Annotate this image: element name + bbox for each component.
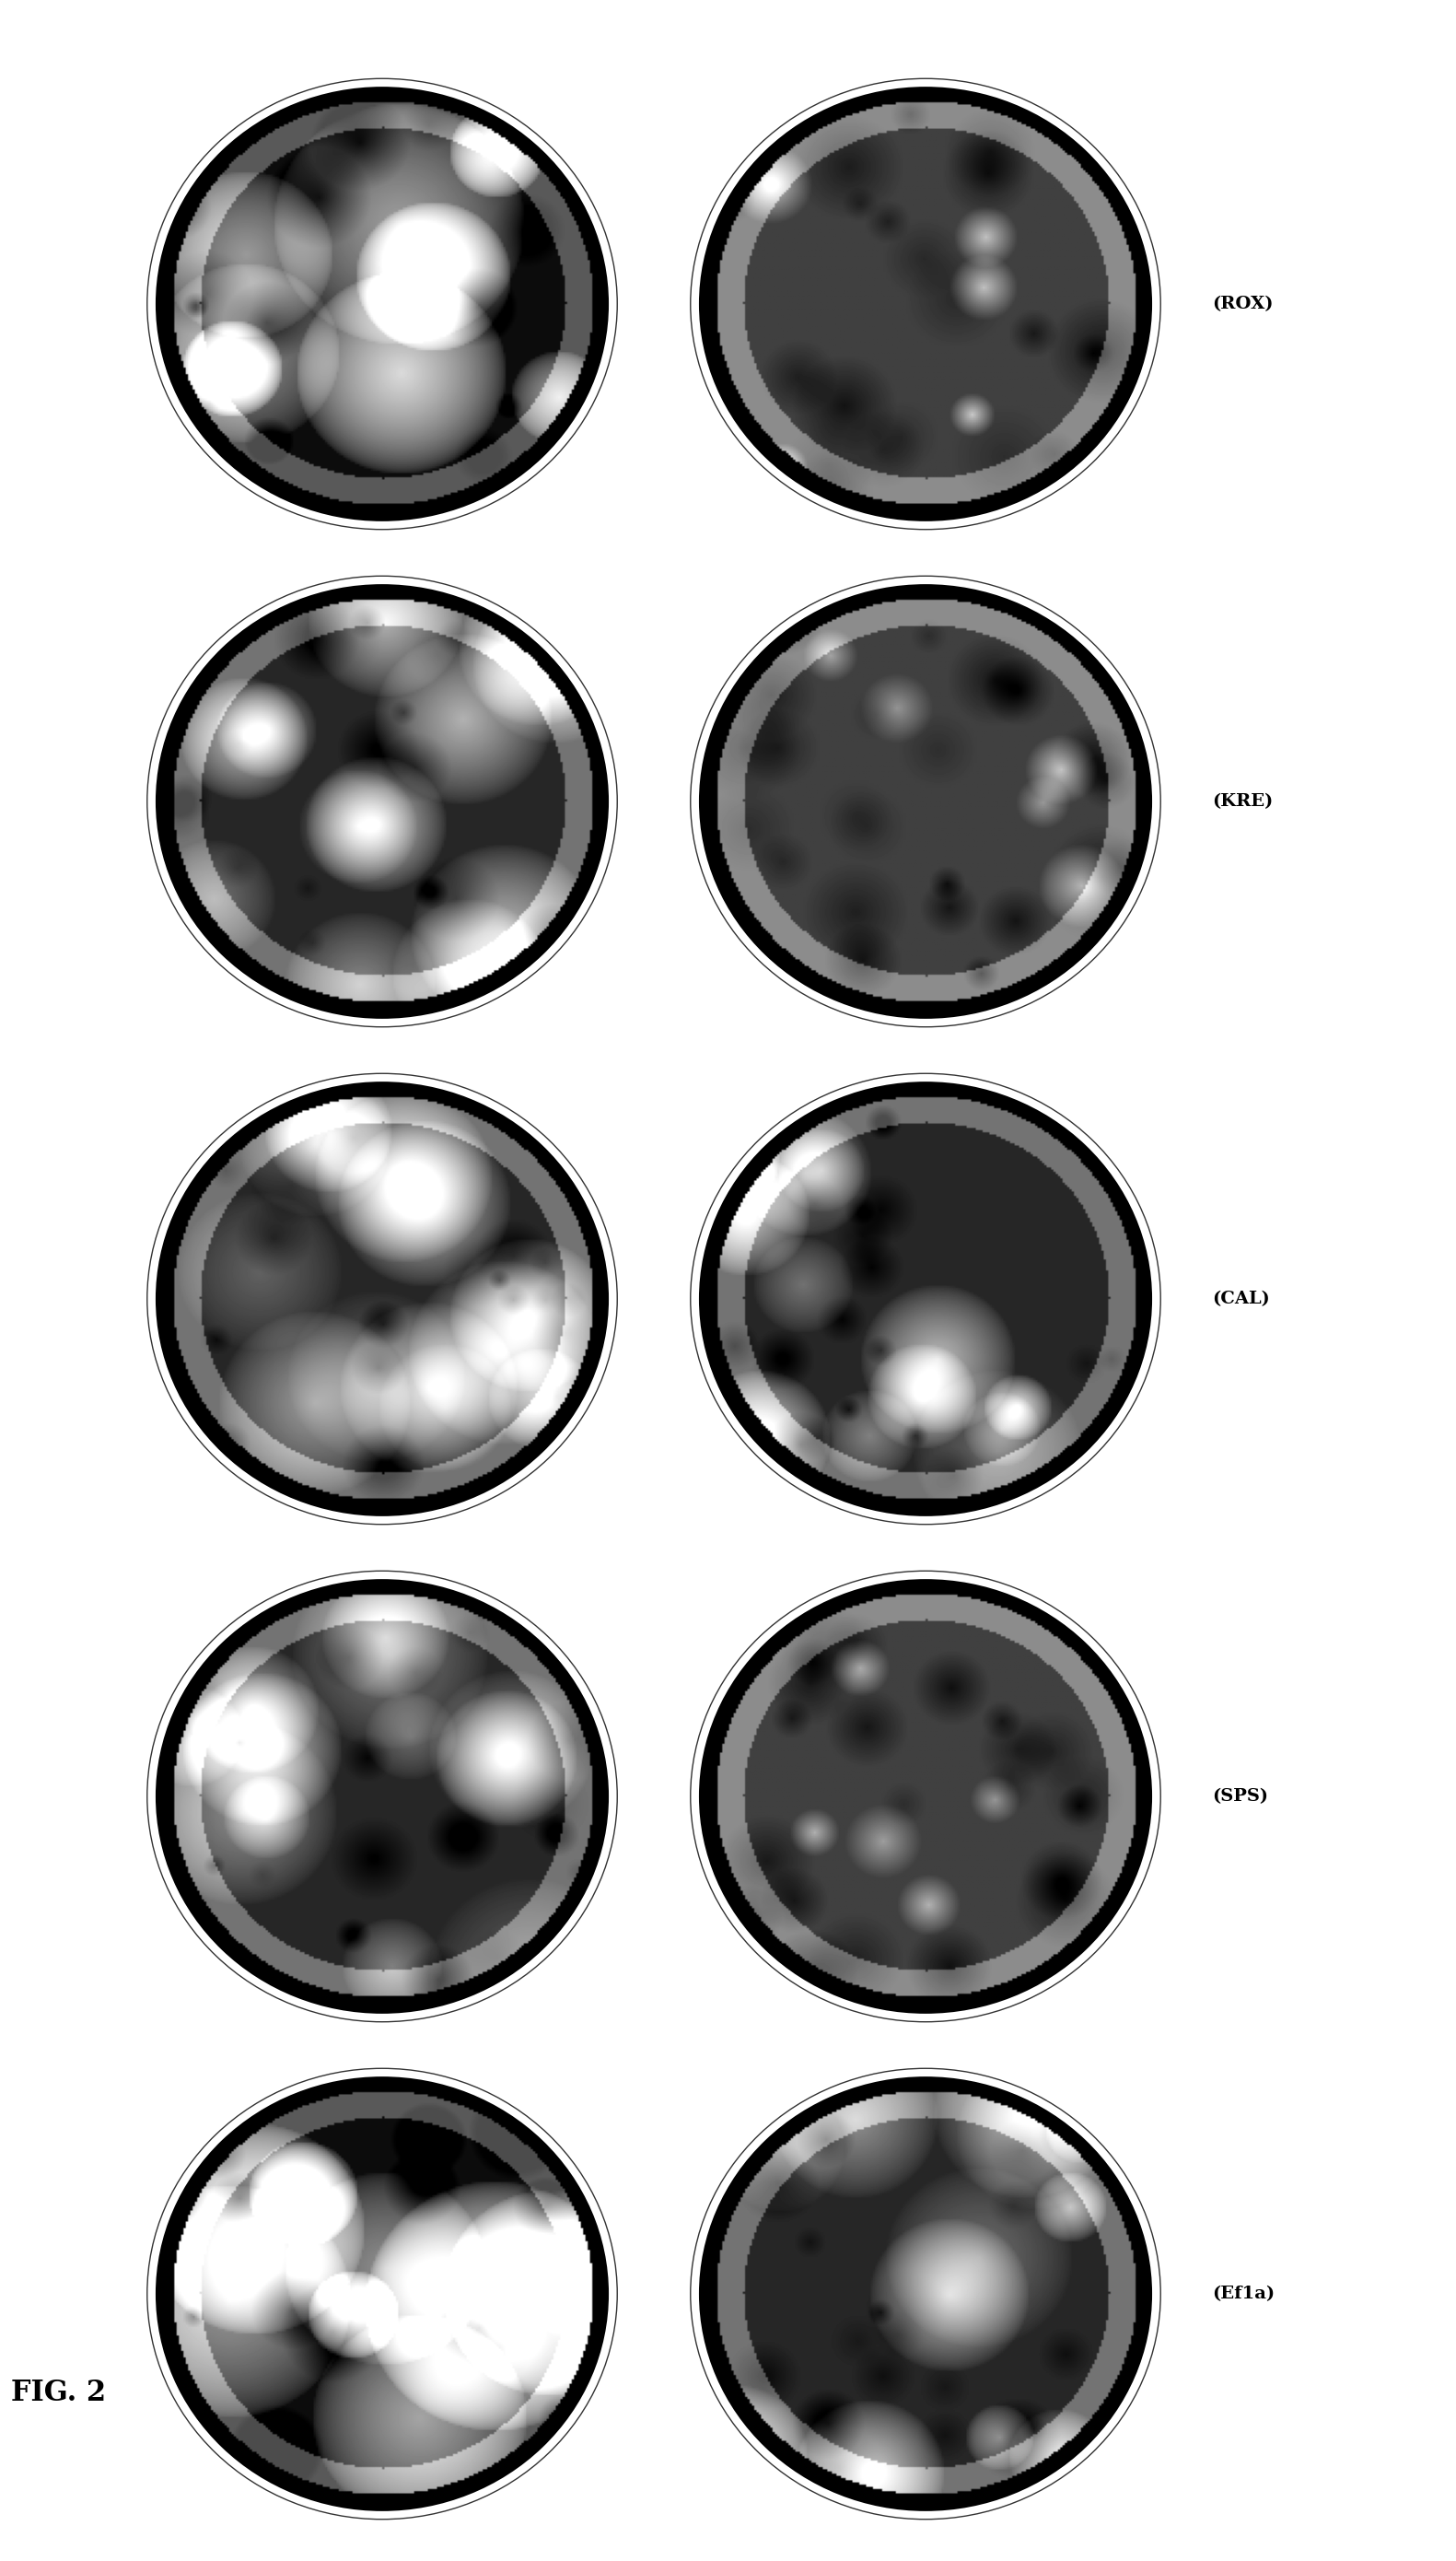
Text: (SPS): (SPS) (1211, 1788, 1268, 1806)
Text: (ROX): (ROX) (1211, 295, 1273, 312)
Text: FIG. 2: FIG. 2 (10, 2379, 106, 2407)
Text: (Ef1a): (Ef1a) (1211, 2284, 1274, 2302)
Text: (CAL): (CAL) (1211, 1291, 1270, 1306)
Text: (KRE): (KRE) (1211, 794, 1273, 809)
